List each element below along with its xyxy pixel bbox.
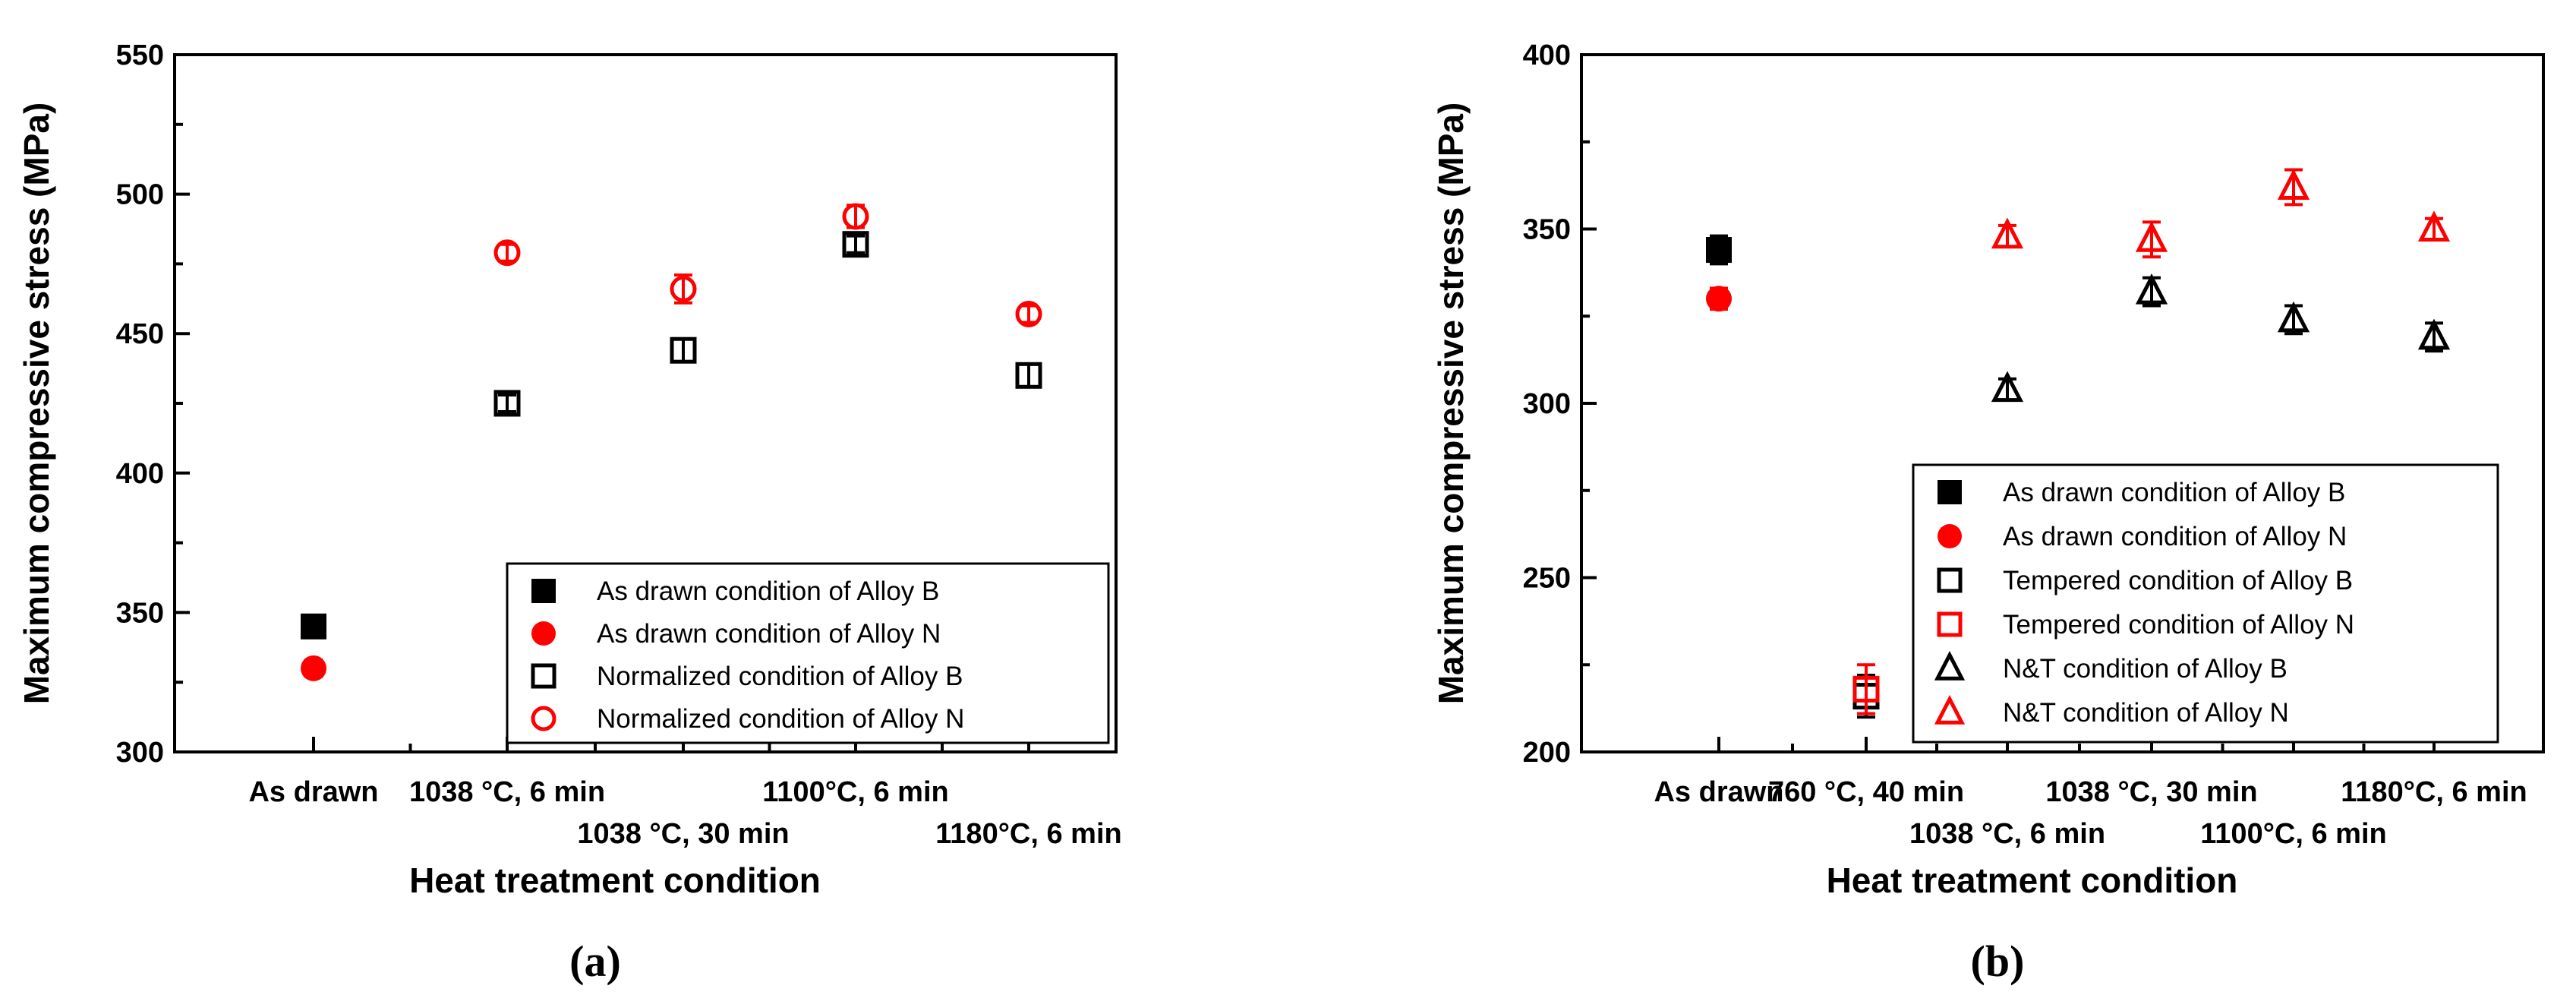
y-tick-label: 250 <box>1523 563 1571 595</box>
legend-marker <box>1934 650 1966 681</box>
legend-box <box>506 562 1110 744</box>
legend-marker <box>531 579 556 603</box>
data-point <box>493 390 521 417</box>
y-tick-label: 350 <box>1523 214 1571 246</box>
data-point <box>2135 273 2168 305</box>
legend-label: N&T condition of Alloy B <box>2003 654 2288 684</box>
legend-label: As drawn condition of Alloy N <box>2003 522 2347 551</box>
y-tick-label: 400 <box>1523 39 1571 71</box>
legend-label: Normalized condition of Alloy N <box>597 704 964 734</box>
data-point <box>842 203 869 230</box>
legend-marker <box>1937 611 1963 637</box>
chart-panel-a: 300 350 400 450 500 550 As drawn 1038 °C, 6 min… <box>17 39 1122 986</box>
data-point <box>842 231 869 258</box>
x-tick-label: 1038 °C, 6 min <box>1909 818 2105 850</box>
y-axis-title: Maximum compressive stress (MPa) <box>17 103 56 705</box>
legend-marker <box>1938 524 1962 548</box>
y-tick-label: 350 <box>116 597 164 629</box>
data-point <box>1015 362 1042 389</box>
y-tick-label: 450 <box>116 318 164 350</box>
legend-marker <box>1934 694 1966 725</box>
data-point <box>2277 169 2310 200</box>
x-tick-label: 1180°C, 6 min <box>2341 776 2527 808</box>
legend-marker <box>531 663 557 689</box>
y-tick-label: 200 <box>1523 737 1571 769</box>
data-point <box>2135 221 2168 252</box>
x-tick-label: 1180°C, 6 min <box>935 818 1121 850</box>
y-axis-title: Maximum compressive stress (MPa) <box>1431 103 1471 705</box>
legend-label: Tempered condition of Alloy B <box>2003 566 2353 595</box>
y-tick-label: 500 <box>116 179 164 211</box>
x-tick-label: 1038 °C, 6 min <box>409 776 605 808</box>
x-tick-label: 1100°C, 6 min <box>2200 818 2386 850</box>
data-point <box>1991 371 2024 403</box>
y-tick-label: 300 <box>1523 388 1571 420</box>
legend-label: As drawn condition of Alloy B <box>2003 478 2345 507</box>
data-point <box>1991 217 2024 249</box>
data-point <box>2277 301 2310 333</box>
x-tick-label: 760 °C, 40 min <box>1768 776 1964 808</box>
data-point <box>1852 675 1880 703</box>
x-tick-label: 1038 °C, 30 min <box>2045 776 2257 808</box>
legend-label: N&T condition of Alloy N <box>2003 698 2289 728</box>
panel-label: (b) <box>1971 937 2025 986</box>
data-point <box>301 613 326 640</box>
data-point <box>1706 237 1732 264</box>
legend-label: As drawn condition of Alloy B <box>597 576 939 606</box>
legend-marker <box>531 621 556 646</box>
data-point <box>2417 318 2451 350</box>
x-tick-label: As drawn <box>248 776 378 808</box>
legend-marker <box>1937 567 1963 593</box>
data-point <box>1706 286 1732 312</box>
y-tick-label: 550 <box>116 39 164 71</box>
x-tick-label: As drawn <box>1654 776 1783 808</box>
y-tick-label: 300 <box>116 737 164 769</box>
y-tick-label: 400 <box>116 458 164 490</box>
x-axis-title: Heat treatment condition <box>409 861 821 900</box>
data-point <box>1015 300 1042 327</box>
legend-marker <box>531 706 557 731</box>
data-point <box>670 336 697 364</box>
data-point <box>2417 210 2451 242</box>
legend-label: Normalized condition of Alloy B <box>597 662 963 691</box>
x-tick-label: 1100°C, 6 min <box>762 776 948 808</box>
x-axis-title: Heat treatment condition <box>1827 861 2238 900</box>
x-tick-label: 1038 °C, 30 min <box>577 818 789 850</box>
legend-box <box>1912 463 2499 744</box>
data-point <box>301 655 326 681</box>
data-point <box>493 239 521 267</box>
legend-marker <box>1938 480 1962 504</box>
legend-label: Tempered condition of Alloy N <box>2003 610 2354 640</box>
panel-label: (a) <box>569 937 621 986</box>
legend-label: As drawn condition of Alloy N <box>597 619 941 649</box>
data-point <box>670 275 697 302</box>
